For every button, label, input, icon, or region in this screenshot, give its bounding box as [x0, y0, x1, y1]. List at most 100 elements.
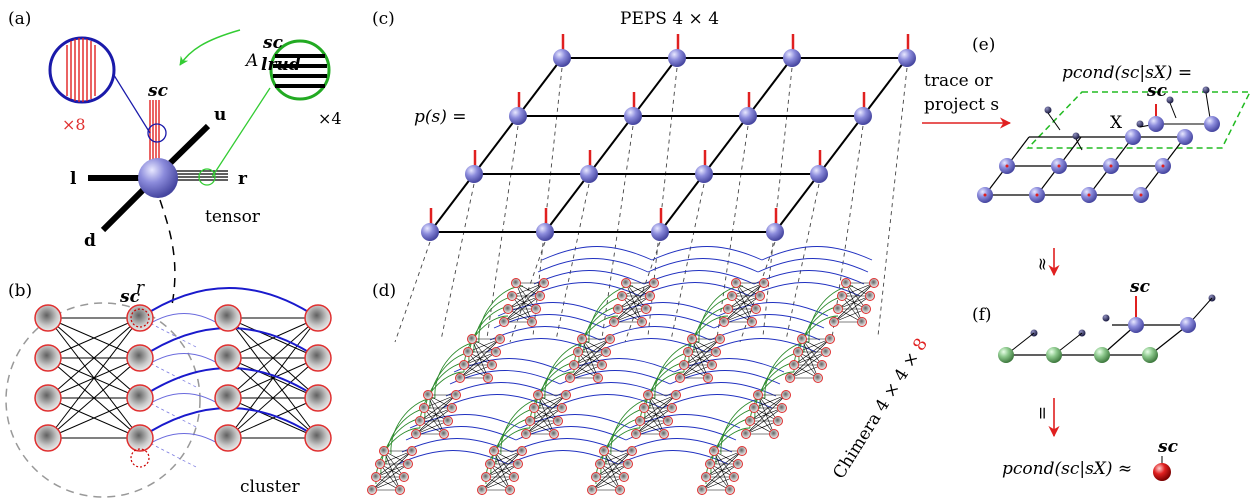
x-label: X: [1110, 113, 1123, 133]
chimera-spin: [861, 304, 871, 314]
chimera-spin: [573, 347, 583, 357]
peps-title: PEPS 4 × 4: [620, 9, 719, 29]
marked-spin-bottom: [130, 448, 150, 468]
chimera-edge: [845, 282, 863, 323]
chimera-spin: [463, 347, 473, 357]
spin-sup-label: r: [136, 278, 145, 298]
panel-f: ≈ (f) sc = pcond(sc|sX) ≈ sc: [972, 248, 1216, 481]
chimera-spin: [623, 459, 633, 469]
chimera-spin: [649, 278, 659, 288]
chimera-edge: [427, 394, 445, 435]
chimera-spin: [639, 403, 649, 413]
chimera-spin: [747, 317, 757, 327]
equal-symbol: =: [1032, 406, 1052, 420]
f-green-node: [998, 347, 1014, 363]
arrow-text-2: project s: [924, 95, 999, 115]
chimera-coupler-h: [647, 258, 759, 273]
chimera-spin: [549, 429, 559, 439]
chimera-spin: [781, 390, 791, 400]
peps-bond: [747, 57, 793, 117]
projection-dash: [739, 241, 776, 343]
chimera-spin: [375, 459, 385, 469]
chimera-spin: [447, 403, 457, 413]
chimera-coupler-h: [515, 426, 627, 441]
chimera-spin: [777, 403, 787, 413]
chimera-spin: [659, 429, 669, 439]
chimera-spin: [535, 291, 545, 301]
chimera-spin: [569, 360, 579, 370]
chimera-spin: [451, 390, 461, 400]
chimera-spin: [481, 472, 491, 482]
chimera-edge: [423, 407, 445, 435]
chimera-spin: [635, 416, 645, 426]
peps-bond: [862, 57, 908, 117]
spin-node: [34, 304, 62, 332]
chimera-spin: [841, 278, 851, 288]
chimera-edge: [515, 282, 533, 323]
chimera-coupler-h: [603, 314, 715, 329]
spin-node: [34, 344, 62, 372]
chimera-edge: [621, 295, 643, 323]
chimera-spin: [719, 317, 729, 327]
chimera-spin: [415, 416, 425, 426]
chimera-spin: [749, 403, 759, 413]
chimera-edge: [533, 407, 555, 435]
bipartite-edge: [227, 357, 319, 439]
zoom-marker-s: [147, 123, 167, 143]
chimera-spin: [837, 291, 847, 301]
peps-node: [509, 107, 527, 125]
coupler-dotted: [139, 437, 199, 469]
e-sc-node: [1148, 116, 1164, 132]
chimera-graph: [367, 246, 879, 495]
chimera-spin: [529, 403, 539, 413]
projection-dash: [877, 67, 908, 337]
chimera-spin: [503, 304, 513, 314]
chimera-spin: [605, 334, 615, 344]
chimera-edge: [801, 338, 819, 379]
chimera-edge: [493, 450, 511, 491]
chimera-edge: [625, 282, 643, 323]
e-conditioned-node: [1072, 132, 1080, 140]
spin-node: [214, 384, 242, 412]
spin-node: [304, 344, 332, 372]
chimera-spin: [525, 416, 535, 426]
chimera-spin: [601, 347, 611, 357]
chimera-spin: [813, 373, 823, 383]
leg-d-label: d: [84, 231, 96, 251]
chimera-spin: [705, 459, 715, 469]
chimera-spin: [615, 485, 625, 495]
chimera-spin: [531, 304, 541, 314]
peps-node: [695, 165, 713, 183]
chimera-spin: [411, 429, 421, 439]
chimera-spin: [489, 446, 499, 456]
chimera-spin: [697, 485, 707, 495]
peps-node: [651, 223, 669, 241]
panel-b-label: (b): [8, 281, 32, 301]
spin-node: [304, 424, 332, 452]
chimera-spin: [591, 472, 601, 482]
peps-node: [536, 223, 554, 241]
e-conditioned-node: [1044, 106, 1052, 114]
chimera-spin: [477, 485, 487, 495]
e-node-dot: [1035, 193, 1039, 197]
chimera-spin: [821, 347, 831, 357]
chimera-spin: [407, 446, 417, 456]
leg-u-label: u: [214, 105, 226, 125]
projection-dash: [785, 183, 820, 341]
tensor-subscript: lrud: [261, 55, 301, 75]
projection-dash: [831, 125, 864, 339]
chimera-edge: [599, 463, 621, 491]
chimera-spin: [513, 459, 523, 469]
projection-dash: [532, 67, 563, 337]
e-node-dot: [1139, 193, 1143, 197]
e-leg: [1169, 102, 1177, 119]
projection-dash: [509, 241, 546, 343]
chimera-spin: [491, 347, 501, 357]
chimera-spin: [487, 360, 497, 370]
peps-node: [668, 49, 686, 67]
spin-node: [126, 384, 154, 412]
chimera-coupler-h: [529, 282, 641, 297]
e-node-dot: [1005, 164, 1009, 168]
e-node: [1204, 116, 1220, 132]
projection-dash: [670, 183, 705, 341]
